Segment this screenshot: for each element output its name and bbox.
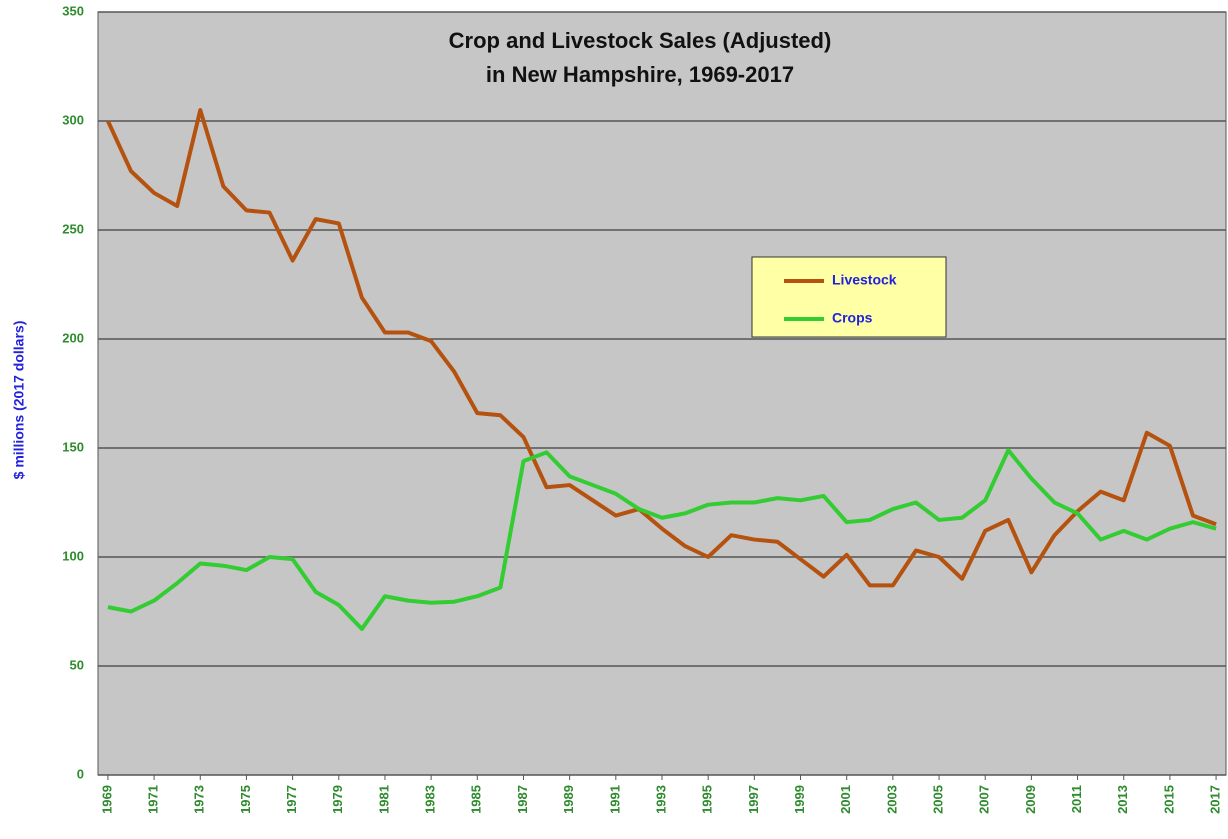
x-tick-label: 1971 [146,785,161,814]
x-tick-label: 1997 [746,785,761,814]
chart-title: Crop and Livestock Sales (Adjusted) [449,28,832,53]
y-tick-label: 100 [62,548,84,563]
x-tick-label: 1995 [700,785,715,814]
x-tick-label: 2017 [1208,785,1223,814]
x-tick-label: 1969 [99,785,114,814]
line-series [107,448,1217,631]
x-tick-label: 1973 [192,785,207,814]
x-tick-label: 2005 [930,785,945,814]
y-tick-label: 300 [62,112,84,127]
x-tick-label: 2015 [1161,785,1176,814]
x-tick-label: 1981 [376,785,391,814]
x-tick-label: 1977 [284,785,299,814]
y-tick-label: 350 [62,3,84,18]
x-tick-label: 1979 [330,785,345,814]
y-tick-label: 200 [62,330,84,345]
x-tick-label: 1989 [561,785,576,814]
x-tick-label: 1991 [607,785,622,814]
x-tick-label: 1983 [423,785,438,814]
x-tick-label: 1999 [792,785,807,814]
legend-box [751,256,947,338]
x-tick-label: 2001 [838,785,853,814]
y-tick-label: 250 [62,221,84,236]
x-tick-label: 1987 [515,785,530,814]
legend-label: Crops [832,310,873,326]
y-tick-label: 0 [77,766,84,781]
plot-area [97,11,1227,776]
y-tick-label: 50 [70,657,84,672]
line-series [106,108,1217,588]
chart-title: in New Hampshire, 1969-2017 [486,62,794,87]
y-tick-label: 150 [62,439,84,454]
y-axis-label: $ millions (2017 dollars) [11,321,27,480]
x-tick-label: 1985 [469,785,484,814]
x-tick-label: 1975 [238,785,253,814]
x-tick-label: 2013 [1115,785,1130,814]
x-tick-label: 2007 [977,785,992,814]
legend-label: Livestock [832,272,897,288]
x-tick-label: 2011 [1069,785,1084,813]
x-tick-label: 2009 [1023,785,1038,814]
x-tick-label: 2003 [884,785,899,814]
x-tick-label: 1993 [653,785,668,814]
